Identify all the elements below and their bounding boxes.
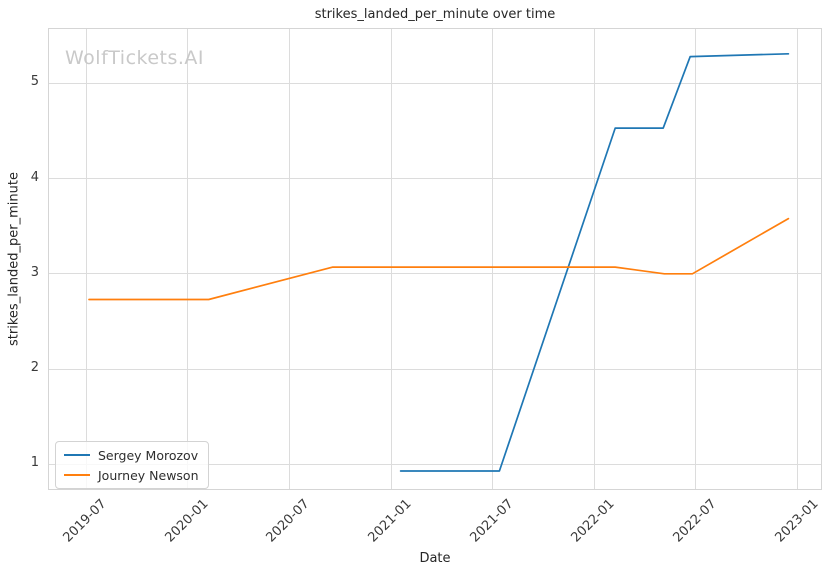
vertical-gridline <box>797 29 799 489</box>
legend-label: Sergey Morozov <box>98 447 199 463</box>
legend-entry-sergey-morozov: Sergey Morozov <box>64 447 199 463</box>
vertical-gridline <box>695 29 697 489</box>
series-lines-svg <box>88 52 790 472</box>
legend-line-swatch-blue <box>64 454 90 456</box>
legend-entry-journey-newson: Journey Newson <box>64 467 199 483</box>
horizontal-gridline <box>49 368 821 370</box>
horizontal-gridline <box>49 178 821 180</box>
x-tick-label: 2020-01 <box>162 496 212 546</box>
plot-area <box>48 28 822 490</box>
horizontal-gridline <box>49 82 821 84</box>
y-tick-label: 3 <box>30 264 39 280</box>
vertical-gridline <box>187 29 189 489</box>
y-tick-label: 4 <box>30 169 39 185</box>
vertical-gridline <box>288 29 290 489</box>
y-tick-label: 1 <box>30 455 39 471</box>
horizontal-gridline <box>49 463 821 465</box>
legend: Sergey Morozov Journey Newson <box>55 441 209 489</box>
vertical-gridline <box>593 29 595 489</box>
vertical-gridline <box>85 29 87 489</box>
x-tick-label: 2020-07 <box>263 496 313 546</box>
x-tick-label: 2021-07 <box>467 496 517 546</box>
series-line-journey-newson <box>88 217 790 301</box>
chart-title: strikes_landed_per_minute over time <box>314 7 556 22</box>
watermark: WolfTickets.AI <box>65 47 205 69</box>
legend-label: Journey Newson <box>98 467 199 483</box>
vertical-gridline <box>492 29 494 489</box>
series-line-sergey-morozov <box>399 52 790 472</box>
x-tick-label: 2022-07 <box>670 496 720 546</box>
x-tick-label: 2023-01 <box>772 496 822 546</box>
vertical-gridline <box>390 29 392 489</box>
x-tick-label: 2021-01 <box>365 496 415 546</box>
x-tick-label: 2019-07 <box>60 496 110 546</box>
y-axis-title: strikes_landed_per_minute <box>6 172 22 346</box>
y-tick-label: 5 <box>30 74 39 90</box>
horizontal-gridline <box>49 273 821 275</box>
legend-line-swatch-orange <box>64 474 90 476</box>
y-tick-label: 2 <box>30 360 39 376</box>
x-axis-title: Date <box>419 551 451 566</box>
x-tick-label: 2022-01 <box>568 496 618 546</box>
